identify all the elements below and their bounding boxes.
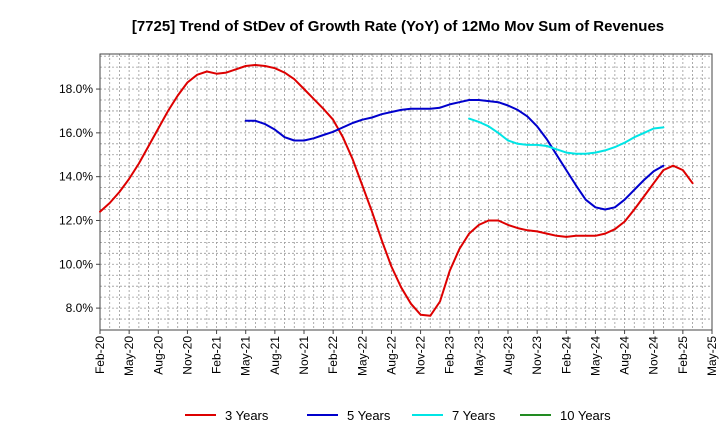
legend-label: 10 Years xyxy=(560,408,611,423)
x-tick-label: Aug-24 xyxy=(618,336,632,375)
y-tick-label: 12.0% xyxy=(59,213,93,227)
legend: 3 Years 5 Years 7 Years 10 Years xyxy=(185,408,611,423)
x-tick-label: Aug-20 xyxy=(151,336,165,375)
x-tick-label: May-24 xyxy=(588,336,602,376)
x-tick-label: May-20 xyxy=(122,336,136,376)
y-tick-label: 8.0% xyxy=(66,301,94,315)
x-tick-label: May-22 xyxy=(355,336,369,376)
x-tick-label: Feb-25 xyxy=(676,336,690,374)
plot-border xyxy=(99,53,713,331)
x-tick-label: Nov-20 xyxy=(180,336,194,375)
grid xyxy=(100,54,712,331)
x-tick-label: Feb-21 xyxy=(210,336,224,374)
x-tick-label: Nov-24 xyxy=(647,336,661,375)
x-tick-label: Nov-22 xyxy=(414,336,428,375)
x-tick-label: Nov-23 xyxy=(530,336,544,375)
plot-area xyxy=(100,54,712,330)
series-lines xyxy=(99,64,694,317)
x-tick-label: Feb-24 xyxy=(559,336,573,374)
y-tick-label: 14.0% xyxy=(59,170,93,184)
x-tick-label: Feb-20 xyxy=(93,336,107,374)
legend-label: 5 Years xyxy=(347,408,391,423)
chart-title: [7725] Trend of StDev of Growth Rate (Yo… xyxy=(132,18,664,35)
x-tick-label: Feb-23 xyxy=(443,336,457,374)
y-axis: 8.0% 10.0% 12.0% 14.0% 16.0% 18.0% xyxy=(59,82,100,315)
y-tick-label: 16.0% xyxy=(59,126,93,140)
x-tick-label: Feb-22 xyxy=(326,336,340,374)
x-tick-label: Aug-23 xyxy=(501,336,515,375)
legend-label: 3 Years xyxy=(225,408,269,423)
series-line-7-years xyxy=(468,117,665,155)
y-tick-label: 10.0% xyxy=(59,257,93,271)
x-axis: Feb-20 May-20 Aug-20 Nov-20 Feb-21 May-21 Aug-… xyxy=(93,330,719,376)
legend-label: 7 Years xyxy=(452,408,496,423)
x-tick-label: May-21 xyxy=(239,336,253,376)
y-tick-label: 18.0% xyxy=(59,82,93,96)
x-tick-label: Aug-22 xyxy=(384,336,398,375)
x-tick-label: May-23 xyxy=(472,336,486,376)
x-tick-label: May-25 xyxy=(705,336,719,376)
x-tick-label: Nov-21 xyxy=(297,336,311,375)
series-line-3-years xyxy=(99,64,694,317)
x-tick-label: Aug-21 xyxy=(268,336,282,375)
series-line-5-years xyxy=(244,99,665,211)
